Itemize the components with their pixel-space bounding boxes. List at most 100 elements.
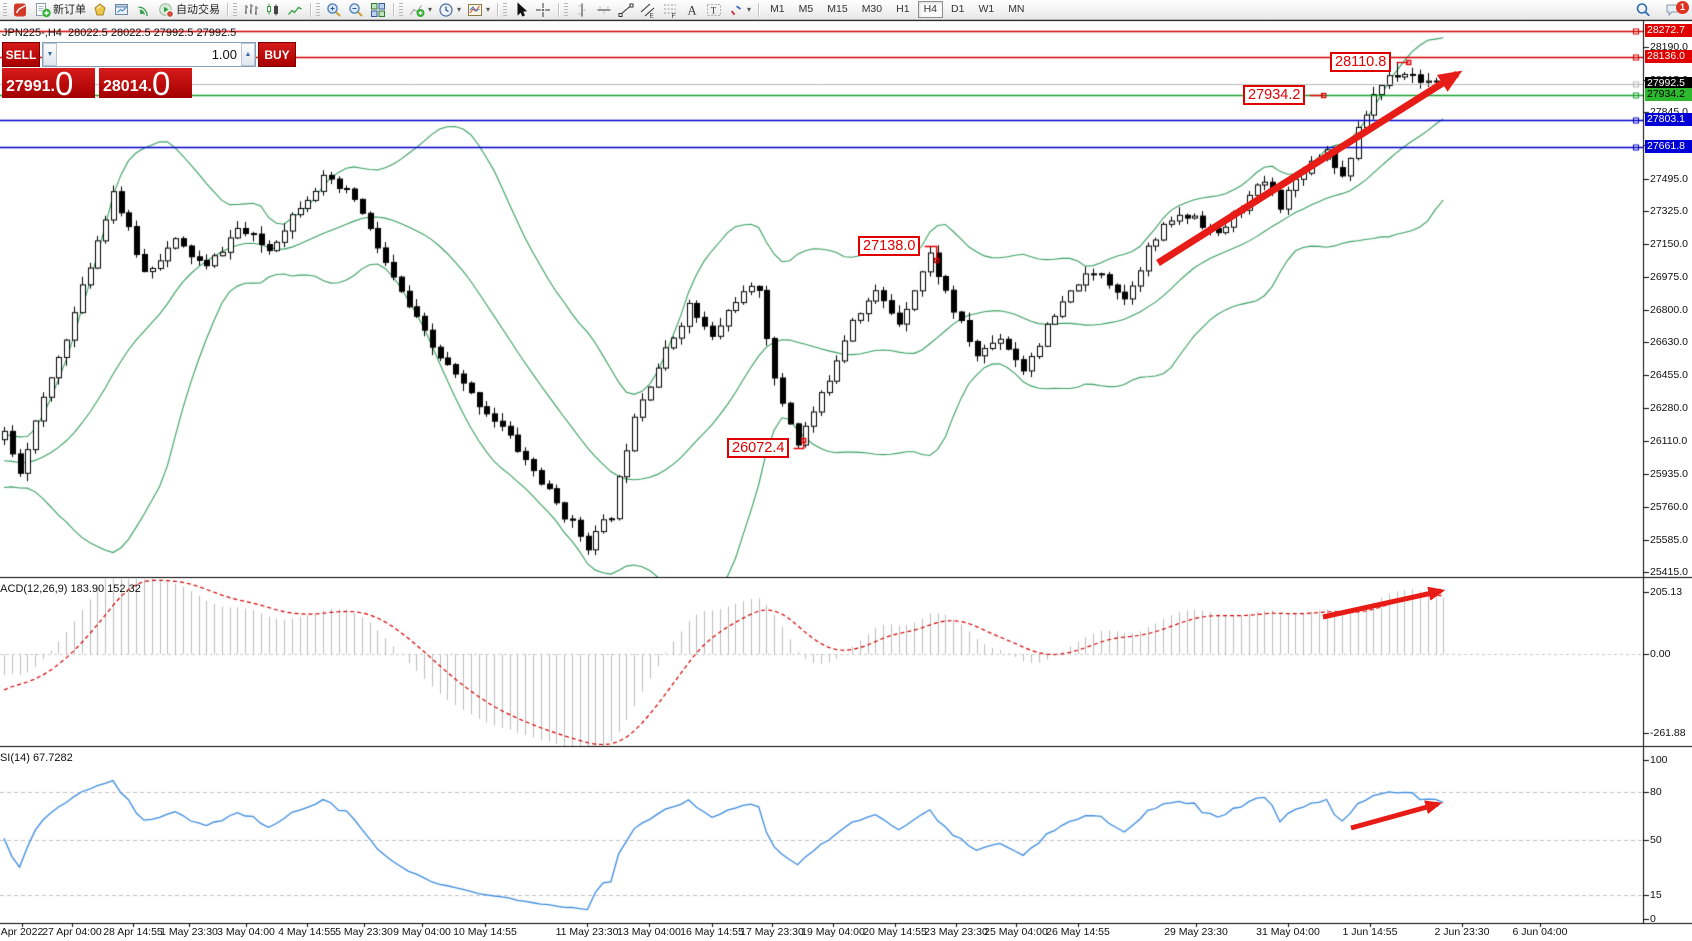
timeframe-M30-button[interactable]: M30 <box>856 1 888 18</box>
rsi-scale-label: 50 <box>1650 834 1662 846</box>
vertical-line-button[interactable] <box>571 1 593 19</box>
price-annotation[interactable]: 27138.0 <box>858 236 921 256</box>
indicators-button[interactable]: ▾ <box>406 1 435 19</box>
search-button[interactable] <box>1632 1 1654 19</box>
app-button[interactable] <box>10 1 32 19</box>
svg-text:F: F <box>672 12 676 17</box>
svg-text:T: T <box>711 5 717 15</box>
sell-price-display[interactable]: 27991. 0 <box>2 68 95 98</box>
tile-windows-button[interactable] <box>367 1 389 19</box>
time-axis-label: 9 May 04:00 <box>393 926 451 938</box>
rsi-indicator-label: RSI(14) 67.7282 <box>0 752 73 764</box>
timeframe-M5-button[interactable]: M5 <box>793 1 820 18</box>
text-label-button[interactable]: T <box>703 1 725 19</box>
time-axis-label: 10 May 14:55 <box>453 926 517 938</box>
price-level-badge: 28272.7 <box>1645 24 1692 37</box>
timeframe-W1-button[interactable]: W1 <box>972 1 1000 18</box>
time-axis-label: 11 May 23:30 <box>555 926 619 938</box>
chart-window-button[interactable] <box>111 1 133 19</box>
timeframe-MN-button[interactable]: MN <box>1002 1 1030 18</box>
svg-text:A: A <box>688 3 697 17</box>
bar-chart-button[interactable] <box>240 1 262 19</box>
macd-scale-label: 0.00 <box>1650 648 1671 660</box>
time-axis-label: 26 May 14:55 <box>1046 926 1110 938</box>
market-watch-button[interactable] <box>89 1 111 19</box>
price-annotation[interactable]: 28110.8 <box>1330 52 1392 72</box>
timeframe-H4-button[interactable]: H4 <box>917 1 943 18</box>
zoom-out-button[interactable] <box>345 1 367 19</box>
rsi-scale-label: 80 <box>1650 786 1662 798</box>
macd-scale-label: 205.13 <box>1650 586 1683 598</box>
price-tick-label: 26630.0 <box>1650 336 1688 348</box>
crosshair-icon <box>535 2 551 18</box>
time-axis-label: 20 May 14:55 <box>863 926 927 938</box>
notifications-button[interactable]: 1 <box>1662 0 1689 19</box>
price-level-badge: 27934.2 <box>1645 88 1692 101</box>
price-level-badge: 27661.8 <box>1645 140 1692 153</box>
arrows-dropdown-arrow-icon[interactable]: ▾ <box>747 5 752 14</box>
timeframe-M1-button[interactable]: M1 <box>764 1 791 18</box>
periods-dropdown-arrow-icon[interactable]: ▾ <box>457 5 462 14</box>
price-tick-label: 26800.0 <box>1650 304 1688 316</box>
time-axis-label: 28 Apr 14:55 <box>103 926 163 938</box>
equidistant-channel-button[interactable]: E <box>637 1 659 19</box>
toolbar-grip <box>3 2 7 17</box>
signal-button[interactable] <box>133 1 155 19</box>
sell-price-int: 27991. <box>6 78 55 95</box>
price-tick-label: 26975.0 <box>1650 271 1688 283</box>
buy-button[interactable]: BUY <box>258 42 296 67</box>
templates-dropdown-arrow-icon[interactable]: ▾ <box>486 5 491 14</box>
price-level-badge: 28136.0 <box>1645 50 1692 63</box>
svg-text:E: E <box>650 12 655 18</box>
templates-button[interactable]: ▾ <box>464 1 493 19</box>
crosshair-button[interactable] <box>532 1 554 19</box>
cursor-button[interactable] <box>510 1 532 19</box>
autotrading-button[interactable]: 自动交易 <box>155 1 223 19</box>
time-axis-label: 19 May 04:00 <box>801 926 865 938</box>
time-axis-label: 31 May 04:00 <box>1256 926 1320 938</box>
time-axis-label: 13 May 04:00 <box>617 926 681 938</box>
time-axis-label: 5 May 23:30 <box>335 926 393 938</box>
text-button[interactable]: A <box>681 1 703 19</box>
arrows-button[interactable]: ▾ <box>725 1 754 19</box>
equidistant-channel-icon: E <box>640 2 656 18</box>
timeframe-D1-button[interactable]: D1 <box>945 1 970 18</box>
candle-chart-button[interactable] <box>262 1 284 19</box>
toolbar: 新订单 自动交易 ▾ ▾ ▾ E F A T ▾ M1 M5 M15 M30 H1 H4 D1 W1 MN 1 <box>0 0 1692 21</box>
toolbar-grip <box>233 2 237 17</box>
timeframe-H1-button[interactable]: H1 <box>890 1 915 18</box>
trend-line-icon <box>618 2 634 18</box>
market-watch-icon <box>92 2 108 18</box>
volume-decrease-button[interactable]: ▼ <box>43 43 57 66</box>
time-axis-label: 3 May 04:00 <box>217 926 275 938</box>
new-order-button[interactable]: 新订单 <box>32 1 89 19</box>
price-annotation[interactable]: 26072.4 <box>727 438 790 458</box>
line-chart-button[interactable] <box>284 1 306 19</box>
price-tick-label: 25415.0 <box>1650 566 1688 578</box>
buy-price-display[interactable]: 28014. 0 <box>99 68 192 98</box>
time-axis-label: 17 May 23:30 <box>740 926 804 938</box>
toolbar-separator <box>227 2 228 17</box>
indicators-dropdown-arrow-icon[interactable]: ▾ <box>428 5 433 14</box>
periods-button[interactable]: ▾ <box>435 1 464 19</box>
zoom-in-button[interactable] <box>323 1 345 19</box>
time-axis-label: 2 Jun 23:30 <box>1434 926 1490 938</box>
arrows-icon <box>728 2 744 18</box>
price-tick-label: 26280.0 <box>1650 402 1688 414</box>
indicators-icon <box>409 2 425 18</box>
autotrading-label: 自动交易 <box>176 3 220 16</box>
horizontal-line-button[interactable] <box>593 1 615 19</box>
trend-line-button[interactable] <box>615 1 637 19</box>
volume-increase-button[interactable]: ▲ <box>241 43 255 66</box>
timeframe-M15-button[interactable]: M15 <box>821 1 853 18</box>
fibonacci-button[interactable]: F <box>659 1 681 19</box>
toolbar-separator <box>310 2 311 17</box>
toolbar-separator <box>393 2 394 17</box>
volume-input[interactable] <box>57 43 241 66</box>
toolbar-grip <box>316 2 320 17</box>
one-click-trading-panel: SELL ▼ ▲ BUY 27991. 0 28014. 0 <box>2 42 296 98</box>
sell-button[interactable]: SELL <box>2 42 40 67</box>
line-chart-icon <box>287 2 303 18</box>
price-annotation[interactable]: 27934.2 <box>1243 85 1306 105</box>
